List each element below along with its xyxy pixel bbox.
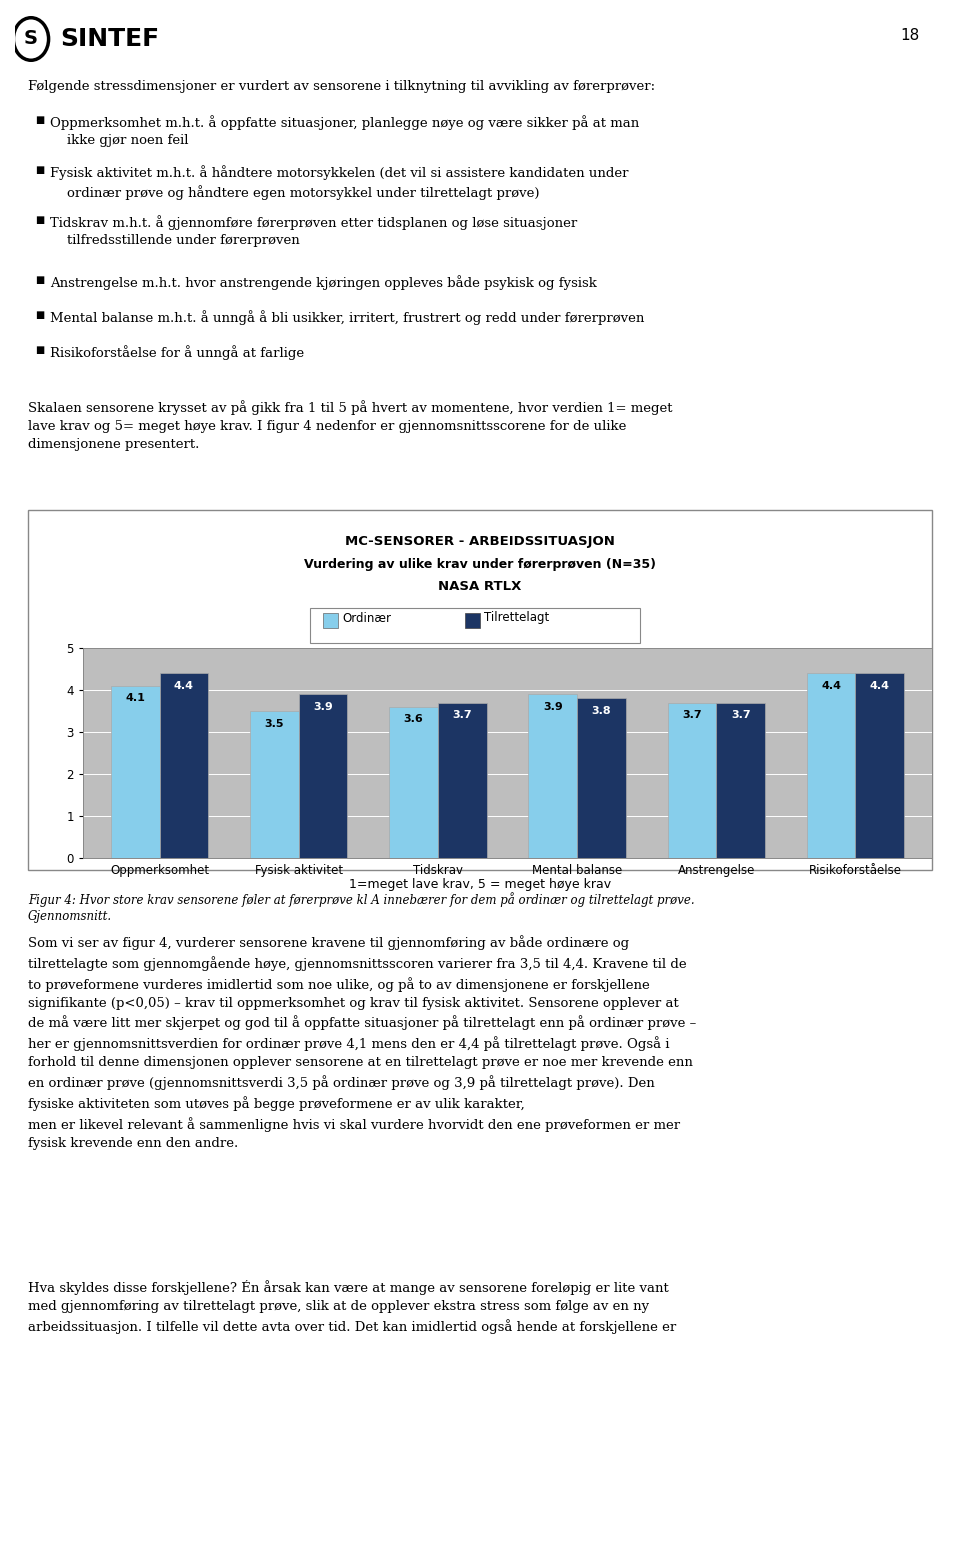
Text: 3.8: 3.8 (591, 706, 612, 717)
Text: Følgende stressdimensjoner er vurdert av sensorene i tilknytning til avvikling a: Følgende stressdimensjoner er vurdert av… (28, 81, 655, 93)
Text: 4.4: 4.4 (870, 681, 890, 690)
Text: Anstrengelse m.h.t. hvor anstrengende kjøringen oppleves både psykisk og fysisk: Anstrengelse m.h.t. hvor anstrengende kj… (50, 275, 597, 290)
Text: 3.6: 3.6 (403, 715, 423, 724)
Text: Mental balanse m.h.t. å unngå å bli usikker, irritert, frustrert og redd under f: Mental balanse m.h.t. å unngå å bli usik… (50, 310, 644, 324)
Text: Risikoforståelse for å unngå at farlige: Risikoforståelse for å unngå at farlige (50, 344, 304, 360)
Text: Tidskrav m.h.t. å gjennomføre førerprøven etter tidsplanen og løse situasjoner
 : Tidskrav m.h.t. å gjennomføre førerprøve… (50, 216, 577, 247)
Text: Fysisk aktivitet m.h.t. å håndtere motorsykkelen (det vil si assistere kandidate: Fysisk aktivitet m.h.t. å håndtere motor… (50, 164, 629, 200)
Text: Som vi ser av figur 4, vurderer sensorene kravene til gjennomføring av både ordi: Som vi ser av figur 4, vurderer sensoren… (28, 935, 696, 1149)
Bar (716, 703, 765, 858)
Text: Figur 4: Hvor store krav sensorene føler at førerprøve kl A innebærer for dem på: Figur 4: Hvor store krav sensorene føler… (28, 892, 695, 907)
Text: 3.7: 3.7 (683, 710, 702, 720)
Text: 3.7: 3.7 (452, 710, 472, 720)
Text: S: S (24, 29, 38, 48)
Text: 3.9: 3.9 (313, 701, 333, 712)
Text: MC-SENSORER - ARBEIDSSITUASJON: MC-SENSORER - ARBEIDSSITUASJON (345, 535, 615, 548)
Text: Skalaen sensorene krysset av på gikk fra 1 til 5 på hvert av momentene, hvor ver: Skalaen sensorene krysset av på gikk fra… (28, 400, 673, 451)
Text: 4.1: 4.1 (125, 693, 145, 703)
Text: Vurdering av ulike krav under førerprøven (N=35): Vurdering av ulike krav under førerprøve… (304, 558, 656, 571)
Text: 3.9: 3.9 (542, 701, 563, 712)
Text: 3.5: 3.5 (265, 718, 284, 729)
Text: ■: ■ (35, 344, 44, 355)
Text: 1=meget lave krav, 5 = meget høye krav: 1=meget lave krav, 5 = meget høye krav (348, 878, 612, 890)
Text: ■: ■ (35, 216, 44, 225)
Text: NASA RTLX: NASA RTLX (439, 580, 521, 592)
Bar (855, 673, 904, 858)
Text: 4.4: 4.4 (174, 681, 194, 690)
Bar (159, 673, 208, 858)
Text: ■: ■ (35, 164, 44, 175)
Bar (667, 703, 716, 858)
Text: SINTEF: SINTEF (60, 26, 159, 51)
Text: Gjennomsnitt.: Gjennomsnitt. (28, 910, 112, 923)
Bar (250, 710, 299, 858)
Text: Tilrettelagt: Tilrettelagt (484, 611, 549, 625)
Bar (806, 673, 855, 858)
Text: □: □ (325, 613, 335, 624)
Bar (110, 686, 159, 858)
Bar (299, 695, 348, 858)
Text: 4.4: 4.4 (821, 681, 841, 690)
Bar (528, 695, 577, 858)
Text: ■: ■ (35, 310, 44, 320)
Bar (389, 707, 438, 858)
Text: Oppmerksomhet m.h.t. å oppfatte situasjoner, planlegge nøye og være sikker på at: Oppmerksomhet m.h.t. å oppfatte situasjo… (50, 115, 639, 147)
Bar (438, 703, 487, 858)
Text: 18: 18 (900, 28, 920, 42)
Text: Hva skyldes disse forskjellene? Én årsak kan være at mange av sensorene foreløpi: Hva skyldes disse forskjellene? Én årsak… (28, 1280, 676, 1334)
Text: ■: ■ (35, 115, 44, 126)
Text: 3.7: 3.7 (731, 710, 751, 720)
Text: ■: ■ (35, 275, 44, 285)
Text: Ordinær: Ordinær (342, 611, 391, 625)
Bar (577, 698, 626, 858)
